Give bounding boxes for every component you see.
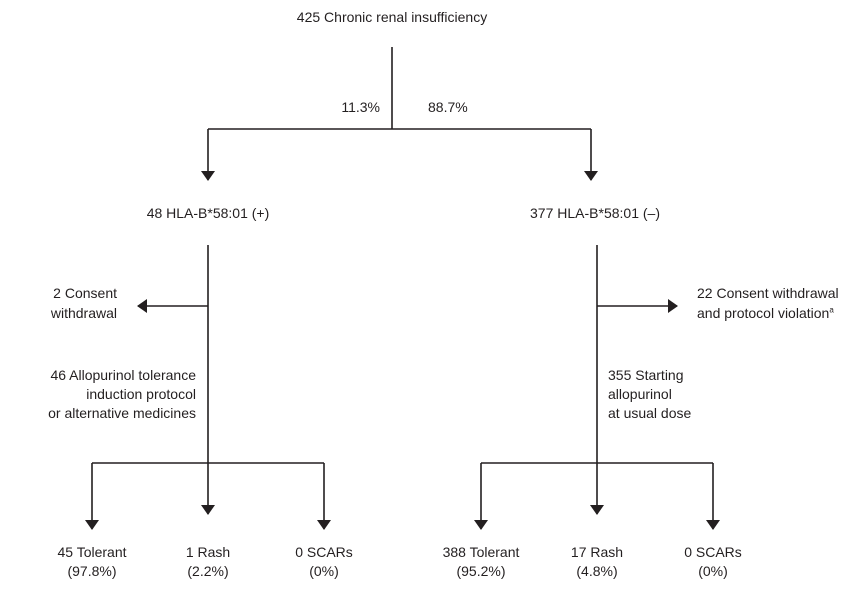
positive-treatment-line-1: 46 Allopurinol tolerance <box>50 367 196 383</box>
negative-excluded-line-1: 22 Consent withdrawal <box>697 285 839 301</box>
outcome-pct: (0%) <box>309 563 339 579</box>
outcome-label: 1 Rash <box>185 544 231 560</box>
negative-excluded-text: and protocol violation <box>697 305 830 321</box>
negative-outcome-tolerant: 388 Tolerant (95.2%) <box>426 543 536 581</box>
negative-excluded-line-2: and protocol violationa <box>697 304 862 323</box>
split-right-pct: 88.7% <box>428 99 468 115</box>
positive-outcome-rash: 1 Rash (2.2%) <box>153 543 263 581</box>
outcome-label: 45 Tolerant <box>57 544 127 560</box>
outcome-pct: (4.8%) <box>576 563 618 579</box>
top-node-label: 425 Chronic renal insufficiency <box>296 9 488 25</box>
positive-treatment-line-3: or alternative medicines <box>48 405 196 421</box>
negative-treatment-line-3: at usual dose <box>608 405 692 421</box>
outcome-label: 0 SCARs <box>295 544 353 560</box>
negative-outcome-rash: 17 Rash (4.8%) <box>542 543 652 581</box>
positive-group-label: 48 HLA-B*58:01 (+) <box>146 205 270 221</box>
outcome-label: 0 SCARs <box>684 544 742 560</box>
negative-treatment-line-1: 355 Starting <box>608 367 684 383</box>
outcome-label: 17 Rash <box>570 544 624 560</box>
outcome-pct: (97.8%) <box>67 563 117 579</box>
positive-outcome-scars: 0 SCARs (0%) <box>269 543 379 581</box>
positive-outcome-tolerant: 45 Tolerant (97.8%) <box>37 543 147 581</box>
outcome-pct: (95.2%) <box>456 563 506 579</box>
negative-treatment-line-2: allopurinol <box>608 386 672 402</box>
negative-group-label: 377 HLA-B*58:01 (–) <box>530 205 660 221</box>
footnote-marker: a <box>829 305 834 315</box>
positive-excluded-line-2: withdrawal <box>50 305 117 321</box>
positive-excluded-line-1: 2 Consent <box>53 285 117 301</box>
split-left-pct: 11.3% <box>341 99 380 115</box>
positive-treatment-line-2: induction protocol <box>86 386 196 402</box>
outcome-pct: (0%) <box>698 563 728 579</box>
outcome-label: 388 Tolerant <box>442 544 520 560</box>
outcome-pct: (2.2%) <box>187 563 229 579</box>
negative-outcome-scars: 0 SCARs (0%) <box>658 543 768 581</box>
